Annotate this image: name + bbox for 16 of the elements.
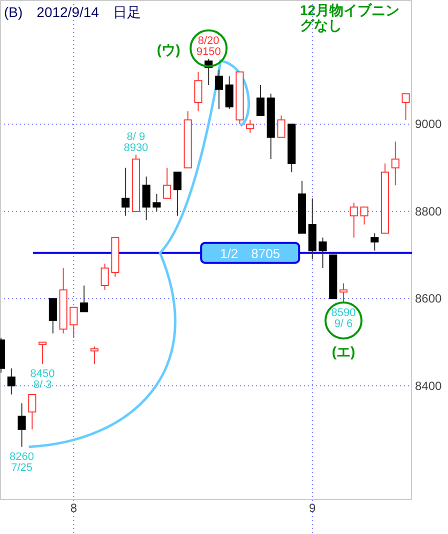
annotation: 8590 9/ 6 — [331, 306, 356, 330]
y-tick-label: 9000 — [415, 117, 442, 132]
ref-line-label: 1/2 8705 — [220, 246, 280, 261]
y-tick-label: 8600 — [415, 292, 442, 306]
annotation: (ウ) — [156, 41, 180, 58]
annotation: 8/20 9150 — [196, 34, 221, 58]
x-tick-label: 9 — [309, 501, 316, 515]
annotation: 12月物イブニングなし — [300, 2, 400, 33]
annotation: (エ) — [332, 343, 356, 360]
y-tick-label: 8400 — [415, 378, 442, 393]
annotation: 8450 8/ 3 — [30, 368, 55, 391]
annotation: 8260 7/25 — [10, 450, 34, 474]
chart-title: (B) 2012/9/14 日足 — [4, 4, 141, 20]
x-tick-label: 8 — [70, 501, 78, 515]
y-tick-label: 8800 — [415, 204, 442, 218]
annotation: 8/ 9 8930 — [124, 130, 148, 154]
